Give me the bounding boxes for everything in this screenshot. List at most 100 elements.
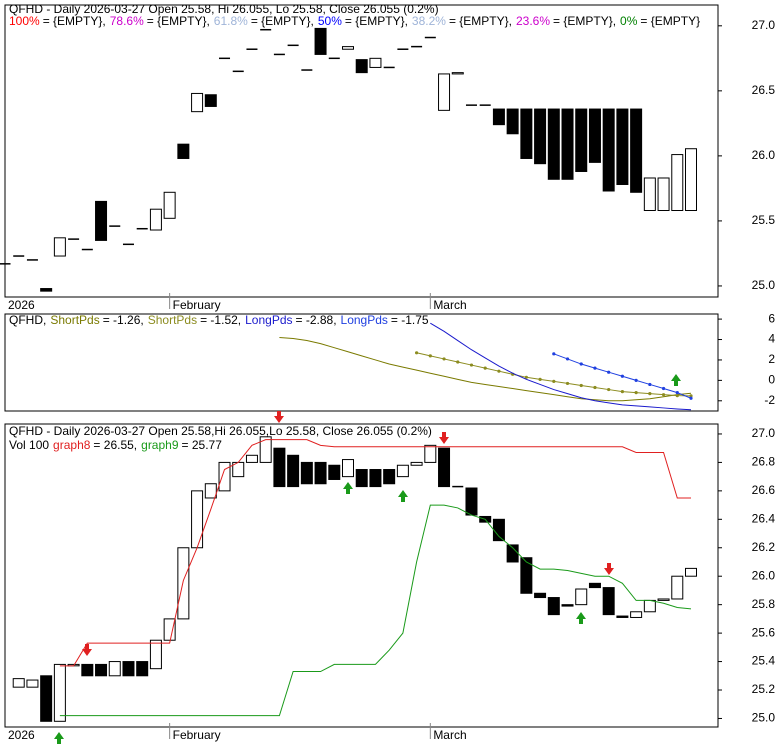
candle-body bbox=[218, 461, 231, 492]
candle-body bbox=[81, 663, 94, 677]
candle-body bbox=[149, 639, 162, 670]
legend-value: = 26.55, bbox=[93, 438, 137, 452]
candle-body bbox=[616, 108, 629, 185]
signal-arrow bbox=[398, 490, 408, 502]
candle-body bbox=[383, 469, 396, 485]
candle-body bbox=[95, 663, 108, 677]
candle-body bbox=[108, 661, 121, 677]
legend-value: = {EMPTY}, bbox=[449, 14, 512, 28]
candle-body bbox=[355, 469, 368, 488]
candle-body bbox=[40, 675, 53, 722]
y-tick-label: 26.0 bbox=[752, 568, 776, 582]
signal-arrow bbox=[274, 411, 284, 423]
signal-arrow bbox=[343, 482, 353, 494]
x-tick-label: 2026 bbox=[8, 728, 35, 742]
y-tick-label: 25.0 bbox=[752, 711, 776, 725]
y-tick-label: 27.0 bbox=[752, 426, 776, 440]
y-tick-label: 25.0 bbox=[752, 278, 776, 292]
candle-body bbox=[685, 567, 697, 577]
indicator-marker bbox=[689, 394, 693, 398]
chart-title: QFHD - Daily 2026-03-27 Open 25.58,Hi 26… bbox=[9, 424, 432, 438]
indicator-marker bbox=[634, 378, 638, 382]
legend-value: = {EMPTY}, bbox=[345, 14, 408, 28]
indicator-marker bbox=[524, 375, 528, 379]
candle-body bbox=[520, 108, 533, 159]
signal-arrow bbox=[671, 374, 681, 386]
candle-body bbox=[547, 108, 560, 180]
ticker: QFHD, bbox=[9, 313, 46, 327]
indicator-marker bbox=[428, 354, 432, 358]
y-tick-label: 26.6 bbox=[752, 483, 776, 497]
candle-body bbox=[602, 108, 615, 192]
indicator-marker bbox=[442, 357, 446, 361]
indicator-marker bbox=[620, 374, 625, 378]
y-tick-label: 25.5 bbox=[752, 213, 776, 227]
candle-body bbox=[630, 611, 643, 618]
candle-body bbox=[369, 57, 382, 68]
legend-name: graph9 bbox=[141, 438, 179, 452]
signal-arrow bbox=[604, 563, 614, 575]
candle-body bbox=[685, 148, 697, 212]
candle-body bbox=[438, 73, 451, 111]
candle-body bbox=[300, 461, 313, 485]
legend-value: = -2.88, bbox=[296, 313, 337, 327]
indicator-marker bbox=[689, 396, 693, 400]
indicator-marker bbox=[593, 366, 597, 370]
y-tick-label: 26.5 bbox=[752, 83, 776, 97]
candle-body bbox=[588, 582, 601, 589]
indicator-marker bbox=[579, 383, 583, 388]
legend-value: = {EMPTY}, bbox=[553, 14, 616, 28]
chart-title: QFHD - Daily 2026-03-27 Open 25.58, Hi 2… bbox=[9, 2, 439, 16]
candle-body bbox=[342, 46, 354, 50]
y-tick-label: 26.2 bbox=[752, 540, 776, 554]
candle-body bbox=[671, 575, 684, 600]
indicator-marker bbox=[675, 391, 679, 395]
indicator-marker bbox=[648, 392, 652, 396]
x-tick-label: February bbox=[173, 728, 221, 742]
volume-label: Vol 100 bbox=[9, 438, 49, 452]
indicator-line bbox=[430, 322, 692, 411]
x-tick-label: February bbox=[173, 298, 221, 312]
candle-body bbox=[506, 108, 519, 135]
candle-body bbox=[259, 436, 272, 463]
y-tick-label: 25.4 bbox=[752, 654, 776, 668]
candle-body bbox=[657, 177, 670, 212]
x-tick-label: March bbox=[433, 298, 466, 312]
candle-body bbox=[177, 143, 190, 159]
legend-value: = -1.52, bbox=[200, 313, 241, 327]
legend: Vol 100 graph8 = 26.55, graph9 = 25.77 bbox=[9, 438, 222, 452]
candle-body bbox=[492, 518, 505, 542]
candle-body bbox=[342, 459, 354, 478]
candle-body bbox=[136, 661, 149, 677]
legend-name: ShortPds bbox=[148, 313, 197, 327]
candle-body bbox=[671, 154, 684, 212]
candle-body bbox=[191, 92, 204, 113]
candle-body bbox=[575, 588, 588, 606]
legend-name: LongPds bbox=[245, 313, 292, 327]
y-tick-label: 2 bbox=[768, 352, 775, 366]
candle-body bbox=[602, 587, 615, 616]
legend-name: LongPds bbox=[341, 313, 388, 327]
indicator-marker bbox=[579, 362, 583, 366]
candle-body bbox=[149, 208, 162, 231]
legend-value: = {EMPTY}, bbox=[43, 14, 106, 28]
signal-arrow bbox=[54, 732, 64, 744]
candle-body bbox=[575, 108, 588, 172]
candle-body bbox=[438, 447, 451, 488]
indicator-marker bbox=[565, 357, 570, 361]
candle-body bbox=[547, 597, 560, 616]
indicator-marker bbox=[634, 391, 638, 395]
legend-name: 61.8% bbox=[214, 14, 248, 28]
legend-value: = {EMPTY}, bbox=[251, 14, 314, 28]
candle-body bbox=[410, 461, 423, 466]
indicator-marker bbox=[497, 369, 501, 373]
candle-body bbox=[534, 592, 547, 599]
panel-frame bbox=[4, 313, 719, 412]
candle-body bbox=[177, 547, 190, 620]
candle-body bbox=[561, 108, 574, 180]
legend-value: = -1.26, bbox=[103, 313, 144, 327]
legend: 100% = {EMPTY}, 78.6% = {EMPTY}, 61.8% = {EMP… bbox=[9, 14, 700, 28]
candle-body bbox=[520, 557, 533, 594]
candle-body bbox=[630, 108, 643, 193]
